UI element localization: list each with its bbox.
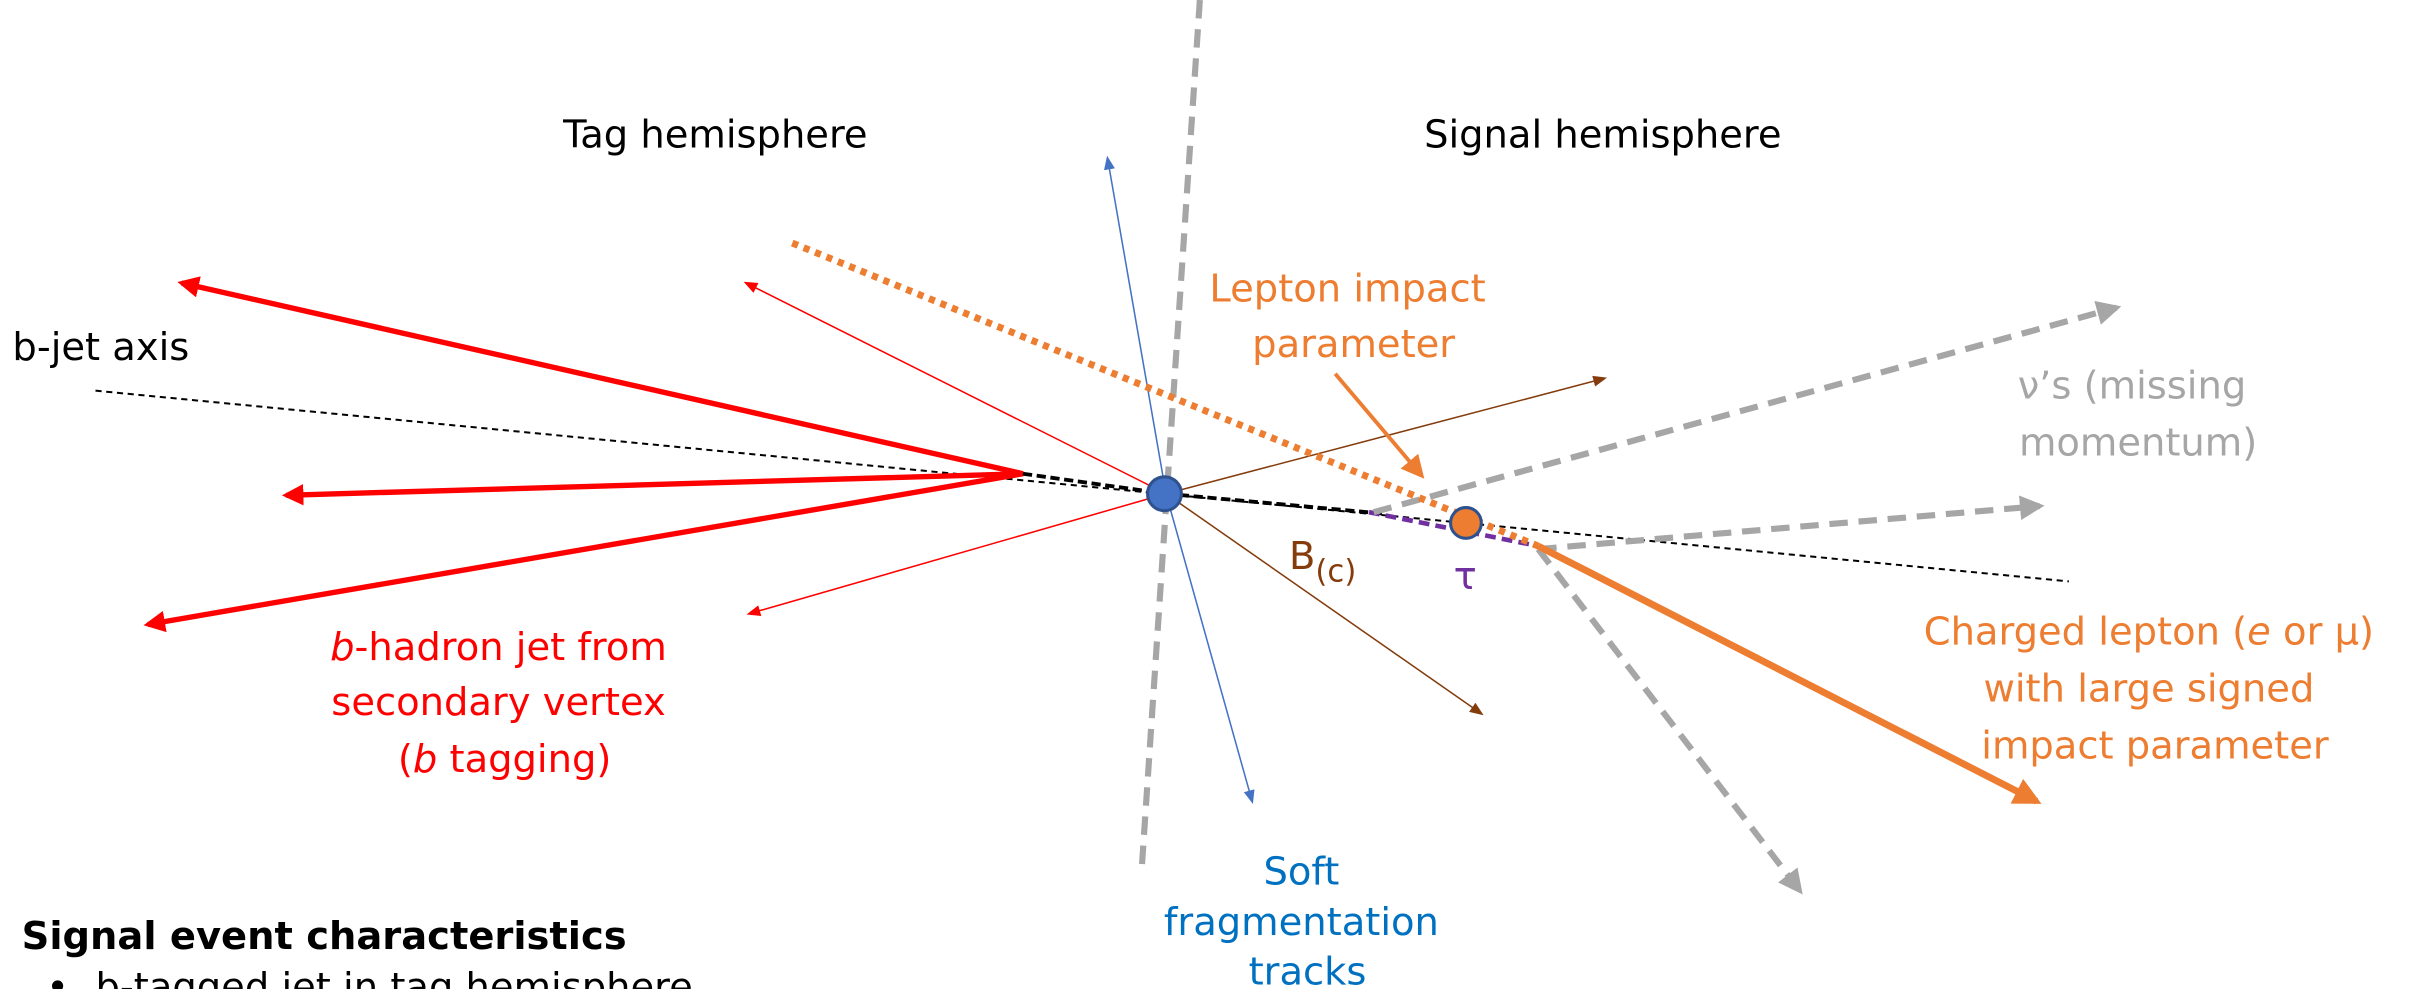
label-line: Soft [1263, 849, 1339, 894]
prompt-track [743, 281, 1167, 495]
b-flight [1022, 471, 1167, 496]
label-line: with large signed [1983, 666, 2314, 711]
pointer-arrow [1333, 372, 1425, 479]
label-line: momentum) [2019, 420, 2257, 465]
label-line: parameter [1252, 322, 1455, 367]
label-part: -hadron jet from [355, 625, 667, 670]
characteristics-bullet: • [46, 965, 69, 989]
b-flight-signal [1165, 491, 1385, 516]
neutrino-label: ν’s (missing momentum) [2018, 363, 2259, 465]
b-jet-axis-label: b-jet axis [12, 325, 189, 370]
tau-vertex [1449, 506, 1483, 540]
b-jet-axis-line [95, 389, 2069, 583]
label-line: ν’s (missing [2018, 363, 2247, 408]
neutrino-track [1372, 300, 2122, 516]
label-part: ( [398, 737, 413, 782]
soft-tracks-label: Soft fragmentation tracks [1164, 849, 1451, 989]
label-line: (b tagging) [398, 737, 611, 782]
tag-hemisphere-label: Tag hemisphere [562, 113, 867, 158]
b-jet-track [143, 471, 1024, 633]
characteristics-item: b-tagged jet in tag hemisphere [95, 965, 692, 989]
label-line: fragmentation [1164, 900, 1439, 945]
label-part: b [330, 625, 354, 670]
prompt-track [746, 492, 1167, 616]
charged-lepton-label: Charged lepton (e or μ) with large signe… [1924, 609, 2387, 768]
b-jet-track [177, 276, 1024, 477]
b-c-label: B(c) [1289, 534, 1356, 589]
b-jet-track [281, 471, 1024, 506]
neutrino-track [1535, 547, 1803, 895]
label-line: impact parameter [1981, 723, 2329, 768]
b-decay-track [1165, 375, 1608, 495]
primary-vertex [1146, 475, 1183, 513]
lepton-track [1536, 542, 2042, 805]
characteristics-title: Signal event characteristics [22, 914, 627, 959]
label-line: Lepton impact [1209, 266, 1485, 311]
neutrino-track [1537, 495, 2045, 553]
label-line: Charged lepton (e or μ) [1924, 609, 2374, 654]
label-base: B [1289, 534, 1315, 579]
hemisphere-divider [1138, 0, 1203, 874]
soft-track [1165, 493, 1255, 805]
lepton-ip-label: Lepton impact parameter [1209, 266, 1497, 366]
label-sub: (c) [1315, 553, 1356, 589]
label-part: Charged lepton ( [1924, 609, 2247, 654]
b-hadron-label: b-hadron jet from secondary vertex (b ta… [330, 625, 679, 782]
label-line: secondary vertex [331, 680, 665, 725]
soft-track [1104, 155, 1167, 494]
label-line: b-hadron jet from [330, 625, 667, 670]
label-part: b [413, 737, 437, 782]
label-part: or μ) [2271, 609, 2374, 654]
signal-hemisphere-label: Signal hemisphere [1424, 113, 1781, 158]
tau-label: τ [1454, 554, 1477, 599]
label-part: tagging) [437, 737, 611, 782]
label-line: tracks [1249, 949, 1367, 989]
b-decay-track [1165, 493, 1484, 716]
label-part: e [2247, 609, 2271, 654]
